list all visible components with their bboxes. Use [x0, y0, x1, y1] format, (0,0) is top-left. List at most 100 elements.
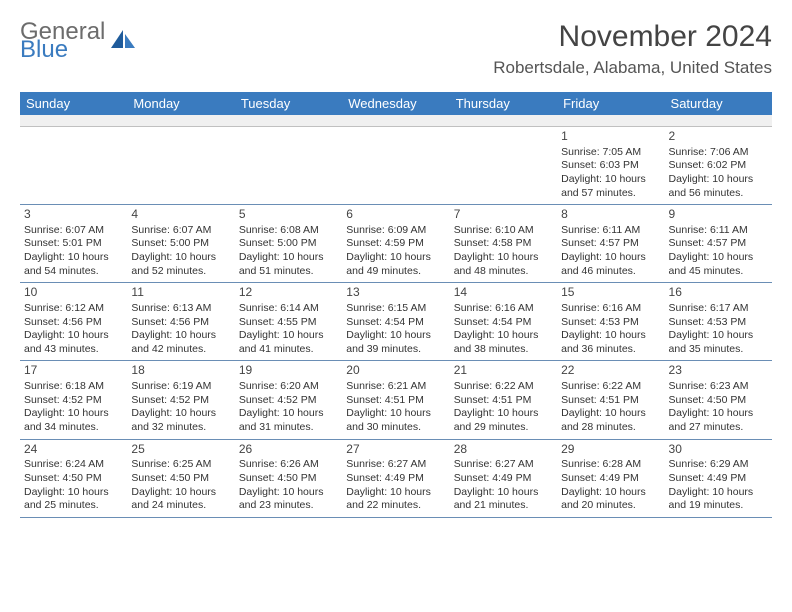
day-cell: 3Sunrise: 6:07 AMSunset: 5:01 PMDaylight… — [20, 205, 127, 282]
daylight-text: Daylight: 10 hours and 31 minutes. — [239, 407, 338, 434]
date-number: 21 — [454, 363, 553, 379]
sunset-text: Sunset: 4:58 PM — [454, 237, 553, 251]
date-number: 22 — [561, 363, 660, 379]
date-number: 6 — [346, 207, 445, 223]
date-number: 3 — [24, 207, 123, 223]
date-number: 12 — [239, 285, 338, 301]
daylight-text: Daylight: 10 hours and 35 minutes. — [669, 329, 768, 356]
sunset-text: Sunset: 4:59 PM — [346, 237, 445, 251]
weekday-fri: Friday — [557, 92, 664, 115]
sunset-text: Sunset: 4:49 PM — [454, 472, 553, 486]
day-cell: 23Sunrise: 6:23 AMSunset: 4:50 PMDayligh… — [665, 361, 772, 438]
day-cell: 24Sunrise: 6:24 AMSunset: 4:50 PMDayligh… — [20, 440, 127, 517]
weekday-sun: Sunday — [20, 92, 127, 115]
day-cell — [127, 127, 234, 204]
day-cell: 14Sunrise: 6:16 AMSunset: 4:54 PMDayligh… — [450, 283, 557, 360]
date-number: 30 — [669, 442, 768, 458]
date-number: 2 — [669, 129, 768, 145]
day-cell: 19Sunrise: 6:20 AMSunset: 4:52 PMDayligh… — [235, 361, 342, 438]
sunset-text: Sunset: 4:50 PM — [239, 472, 338, 486]
sunset-text: Sunset: 4:54 PM — [346, 316, 445, 330]
daylight-text: Daylight: 10 hours and 25 minutes. — [24, 486, 123, 513]
weekday-thu: Thursday — [450, 92, 557, 115]
sunrise-text: Sunrise: 6:08 AM — [239, 224, 338, 238]
sunrise-text: Sunrise: 6:17 AM — [669, 302, 768, 316]
sunset-text: Sunset: 5:00 PM — [239, 237, 338, 251]
sunrise-text: Sunrise: 6:14 AM — [239, 302, 338, 316]
sunrise-text: Sunrise: 6:28 AM — [561, 458, 660, 472]
daylight-text: Daylight: 10 hours and 51 minutes. — [239, 251, 338, 278]
sunset-text: Sunset: 4:51 PM — [346, 394, 445, 408]
daylight-text: Daylight: 10 hours and 54 minutes. — [24, 251, 123, 278]
title-block: November 2024 Robertsdale, Alabama, Unit… — [493, 20, 772, 78]
month-title: November 2024 — [493, 20, 772, 54]
sunset-text: Sunset: 4:57 PM — [669, 237, 768, 251]
weekday-mon: Monday — [127, 92, 234, 115]
date-number: 27 — [346, 442, 445, 458]
weekday-tue: Tuesday — [235, 92, 342, 115]
sunset-text: Sunset: 4:55 PM — [239, 316, 338, 330]
day-cell: 30Sunrise: 6:29 AMSunset: 4:49 PMDayligh… — [665, 440, 772, 517]
sunrise-text: Sunrise: 6:16 AM — [561, 302, 660, 316]
sunrise-text: Sunrise: 6:23 AM — [669, 380, 768, 394]
daylight-text: Daylight: 10 hours and 20 minutes. — [561, 486, 660, 513]
sunrise-text: Sunrise: 6:25 AM — [131, 458, 230, 472]
day-cell: 22Sunrise: 6:22 AMSunset: 4:51 PMDayligh… — [557, 361, 664, 438]
daylight-text: Daylight: 10 hours and 34 minutes. — [24, 407, 123, 434]
sunrise-text: Sunrise: 6:21 AM — [346, 380, 445, 394]
date-number: 29 — [561, 442, 660, 458]
day-cell: 21Sunrise: 6:22 AMSunset: 4:51 PMDayligh… — [450, 361, 557, 438]
day-cell: 25Sunrise: 6:25 AMSunset: 4:50 PMDayligh… — [127, 440, 234, 517]
daylight-text: Daylight: 10 hours and 38 minutes. — [454, 329, 553, 356]
date-number: 10 — [24, 285, 123, 301]
day-cell: 5Sunrise: 6:08 AMSunset: 5:00 PMDaylight… — [235, 205, 342, 282]
location: Robertsdale, Alabama, United States — [493, 58, 772, 78]
day-cell: 11Sunrise: 6:13 AMSunset: 4:56 PMDayligh… — [127, 283, 234, 360]
week-row: 17Sunrise: 6:18 AMSunset: 4:52 PMDayligh… — [20, 361, 772, 439]
day-cell: 16Sunrise: 6:17 AMSunset: 4:53 PMDayligh… — [665, 283, 772, 360]
date-number: 26 — [239, 442, 338, 458]
day-cell: 7Sunrise: 6:10 AMSunset: 4:58 PMDaylight… — [450, 205, 557, 282]
week-row: 3Sunrise: 6:07 AMSunset: 5:01 PMDaylight… — [20, 205, 772, 283]
day-cell: 8Sunrise: 6:11 AMSunset: 4:57 PMDaylight… — [557, 205, 664, 282]
sunrise-text: Sunrise: 6:11 AM — [669, 224, 768, 238]
daylight-text: Daylight: 10 hours and 21 minutes. — [454, 486, 553, 513]
sunrise-text: Sunrise: 6:15 AM — [346, 302, 445, 316]
date-number: 28 — [454, 442, 553, 458]
header-spacer — [20, 115, 772, 127]
logo: General Blue — [20, 20, 137, 62]
sunset-text: Sunset: 4:50 PM — [24, 472, 123, 486]
sunset-text: Sunset: 4:56 PM — [131, 316, 230, 330]
daylight-text: Daylight: 10 hours and 49 minutes. — [346, 251, 445, 278]
day-cell — [20, 127, 127, 204]
day-cell: 2Sunrise: 7:06 AMSunset: 6:02 PMDaylight… — [665, 127, 772, 204]
day-cell: 1Sunrise: 7:05 AMSunset: 6:03 PMDaylight… — [557, 127, 664, 204]
sunrise-text: Sunrise: 6:20 AM — [239, 380, 338, 394]
day-cell: 28Sunrise: 6:27 AMSunset: 4:49 PMDayligh… — [450, 440, 557, 517]
daylight-text: Daylight: 10 hours and 27 minutes. — [669, 407, 768, 434]
daylight-text: Daylight: 10 hours and 43 minutes. — [24, 329, 123, 356]
daylight-text: Daylight: 10 hours and 24 minutes. — [131, 486, 230, 513]
logo-text-block: General Blue — [20, 20, 105, 62]
day-cell: 17Sunrise: 6:18 AMSunset: 4:52 PMDayligh… — [20, 361, 127, 438]
sunset-text: Sunset: 4:51 PM — [561, 394, 660, 408]
sunrise-text: Sunrise: 6:10 AM — [454, 224, 553, 238]
date-number: 1 — [561, 129, 660, 145]
daylight-text: Daylight: 10 hours and 39 minutes. — [346, 329, 445, 356]
sunset-text: Sunset: 4:50 PM — [131, 472, 230, 486]
daylight-text: Daylight: 10 hours and 48 minutes. — [454, 251, 553, 278]
date-number: 18 — [131, 363, 230, 379]
sunset-text: Sunset: 4:50 PM — [669, 394, 768, 408]
week-row: 10Sunrise: 6:12 AMSunset: 4:56 PMDayligh… — [20, 283, 772, 361]
daylight-text: Daylight: 10 hours and 19 minutes. — [669, 486, 768, 513]
sunset-text: Sunset: 4:52 PM — [24, 394, 123, 408]
sunrise-text: Sunrise: 7:05 AM — [561, 146, 660, 160]
sunset-text: Sunset: 4:49 PM — [669, 472, 768, 486]
daylight-text: Daylight: 10 hours and 23 minutes. — [239, 486, 338, 513]
calendar-page: General Blue November 2024 Robertsdale, … — [0, 0, 792, 528]
date-number: 4 — [131, 207, 230, 223]
calendar-grid: 1Sunrise: 7:05 AMSunset: 6:03 PMDaylight… — [20, 127, 772, 518]
week-row: 1Sunrise: 7:05 AMSunset: 6:03 PMDaylight… — [20, 127, 772, 205]
sunset-text: Sunset: 4:53 PM — [561, 316, 660, 330]
daylight-text: Daylight: 10 hours and 41 minutes. — [239, 329, 338, 356]
